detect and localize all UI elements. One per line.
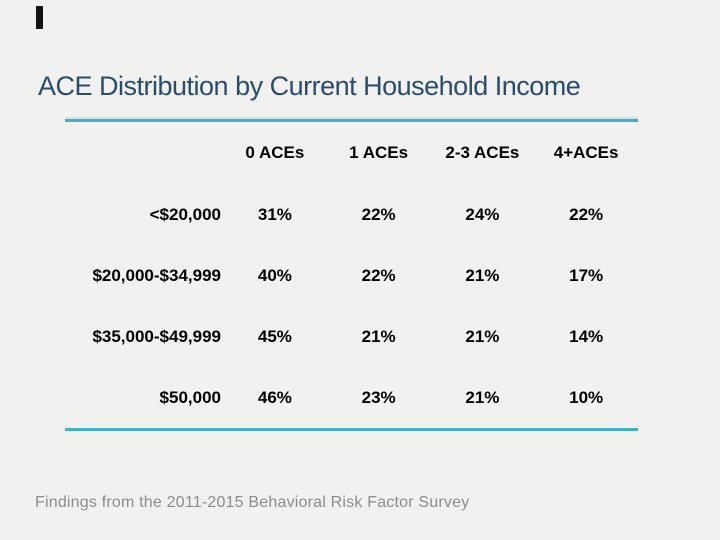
column-header-4plus-aces: 4+ACEs: [553, 143, 619, 162]
column-header-0-aces: 0 ACEs: [245, 143, 305, 162]
page-title: ACE Distribution by Current Household In…: [38, 71, 581, 102]
table-cell: 46%: [257, 387, 292, 407]
table-cell: 10%: [569, 387, 604, 407]
table-cell: 22%: [569, 204, 604, 224]
table-cell: 21%: [465, 265, 500, 285]
text-caret: [36, 6, 43, 29]
table-cell: 45%: [257, 326, 292, 346]
ace-table-grid: 0 ACEs 1 ACEs 2-3 ACEs 4+ACEs <$20,000 3…: [65, 122, 638, 428]
table-cell: 21%: [361, 326, 396, 346]
table-cell: 23%: [361, 387, 396, 407]
table-top-rule: [65, 119, 638, 122]
table-cell: 40%: [257, 265, 292, 285]
table-cell: 14%: [569, 326, 604, 346]
ace-table: 0 ACEs 1 ACEs 2-3 ACEs 4+ACEs <$20,000 3…: [65, 119, 638, 431]
column-header-1-aces: 1 ACEs: [349, 143, 409, 162]
table-cell: 21%: [465, 387, 500, 407]
column-header-2-3-aces: 2-3 ACEs: [445, 143, 520, 162]
table-corner-cell: [65, 122, 223, 184]
table-cell: 24%: [465, 204, 500, 224]
table-cell: 17%: [569, 265, 604, 285]
table-cell: 22%: [361, 265, 396, 285]
row-label-under-20k: <$20,000: [149, 204, 221, 224]
footer-source-note: Findings from the 2011-2015 Behavioral R…: [35, 494, 470, 511]
table-cell: 22%: [361, 204, 396, 224]
row-label-20k-34k: $20,000-$34,999: [92, 265, 221, 285]
table-cell: 31%: [257, 204, 292, 224]
table-cell: 21%: [465, 326, 500, 346]
row-label-50k: $50,000: [159, 387, 221, 407]
row-label-35k-49k: $35,000-$49,999: [92, 326, 221, 346]
table-bottom-rule: [65, 428, 638, 431]
